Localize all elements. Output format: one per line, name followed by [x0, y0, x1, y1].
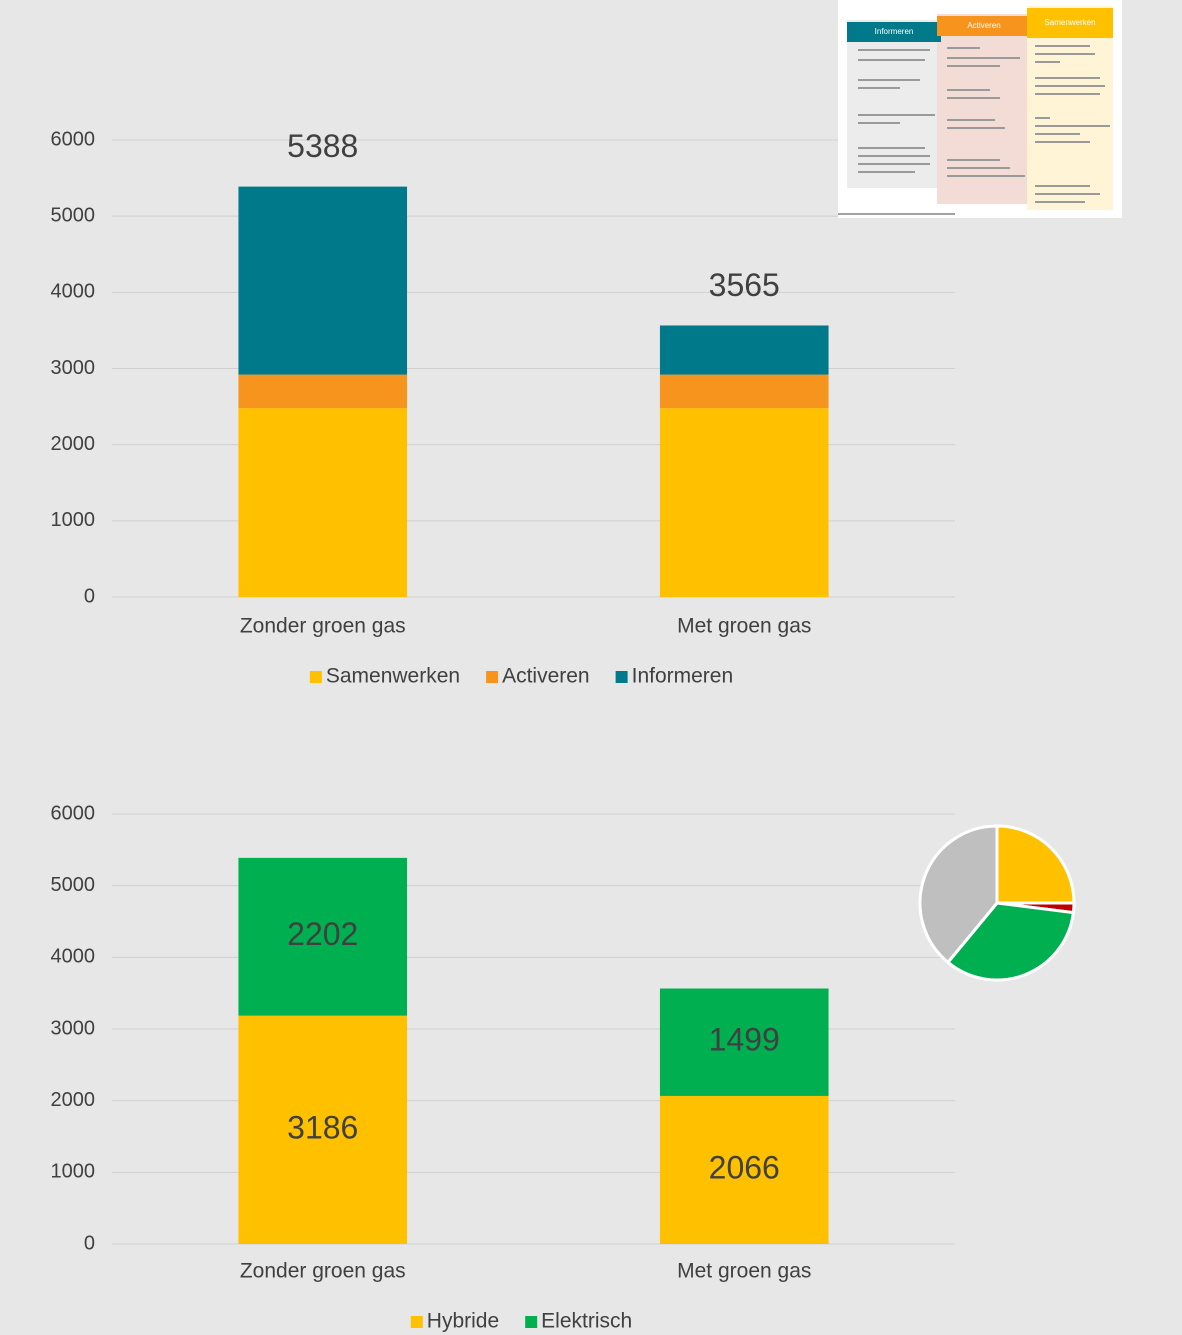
- y-tick-label: 3000: [51, 1017, 96, 1039]
- legend-swatch: [616, 671, 628, 683]
- y-tick-label: 2000: [51, 1089, 96, 1111]
- x-tick-label: Zonder groen gas: [240, 1260, 406, 1283]
- legend-label: Activeren: [502, 665, 590, 688]
- bar-segment: [660, 408, 829, 597]
- bar-segment: [238, 187, 407, 375]
- legend-swatch: [411, 1316, 423, 1328]
- data-label: 2202: [287, 916, 358, 952]
- total-label: 3565: [709, 267, 780, 303]
- y-tick-label: 0: [84, 1232, 95, 1254]
- legend-label: Elektrisch: [541, 1310, 632, 1333]
- bar-segment: [660, 375, 829, 409]
- bar-segment: [238, 408, 407, 597]
- total-label: 5388: [287, 128, 358, 164]
- bar-segment: [238, 375, 407, 409]
- y-tick-label: 6000: [51, 128, 96, 150]
- inset-image: Informeren Activeren Samenwerken: [838, 0, 1122, 218]
- y-tick-label: 4000: [51, 281, 96, 303]
- legend-swatch: [310, 671, 322, 683]
- inset-header-text: Samenwerken: [1044, 18, 1095, 27]
- y-tick-label: 2000: [51, 433, 96, 455]
- y-tick-label: 1000: [51, 1161, 96, 1183]
- inset-header-text: Informeren: [875, 27, 914, 36]
- y-tick-label: 4000: [51, 946, 96, 968]
- legend-label: Samenwerken: [326, 665, 460, 688]
- legend-swatch: [486, 671, 498, 683]
- y-tick-label: 0: [84, 585, 95, 607]
- y-tick-label: 5000: [51, 874, 96, 896]
- legend-swatch: [525, 1316, 537, 1328]
- data-label: 2066: [709, 1149, 780, 1185]
- inset-header-text: Activeren: [967, 21, 1000, 30]
- x-tick-label: Met groen gas: [677, 615, 811, 638]
- bar-segment: [660, 325, 829, 374]
- y-tick-label: 3000: [51, 357, 96, 379]
- legend: Samenwerken Activeren Informeren: [310, 665, 733, 688]
- data-label: 1499: [709, 1022, 780, 1058]
- x-tick-label: Met groen gas: [677, 1260, 811, 1283]
- legend-label: Informeren: [632, 665, 734, 688]
- legend-label: Hybride: [427, 1310, 499, 1333]
- x-tick-label: Zonder groen gas: [240, 615, 406, 638]
- data-label: 3186: [287, 1109, 358, 1145]
- page: 0 1000 2000 3000 4000 5000 6000 5388 Zonder groe…: [0, 0, 1182, 1335]
- inset-column: [847, 20, 941, 188]
- y-tick-label: 1000: [51, 509, 96, 531]
- y-tick-label: 6000: [51, 802, 96, 824]
- y-tick-label: 5000: [51, 204, 96, 226]
